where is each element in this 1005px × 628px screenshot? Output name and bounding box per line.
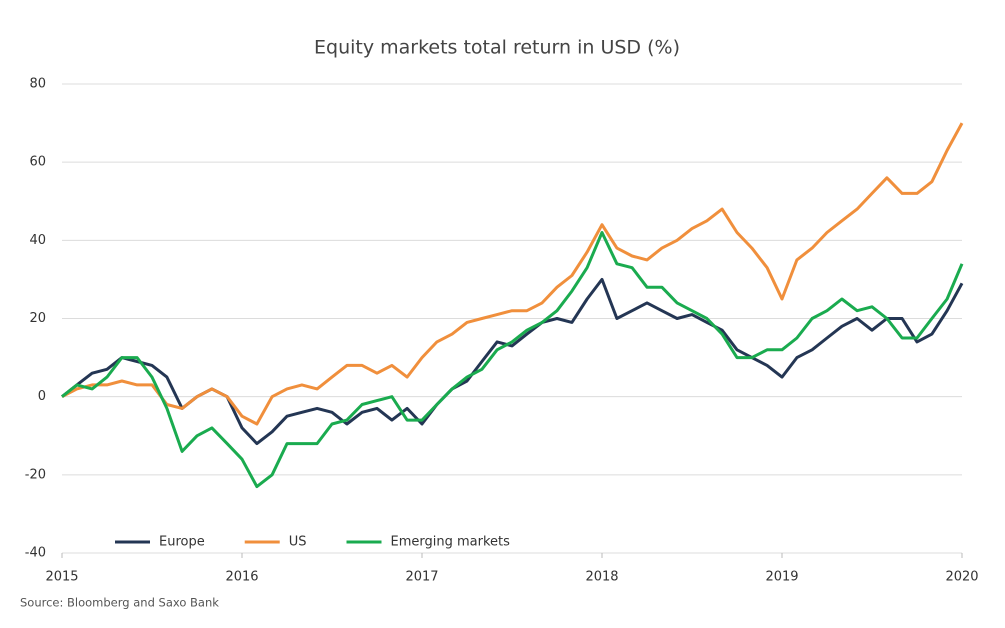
- series-line: [61, 277, 964, 446]
- y-tick-label: 60: [29, 155, 46, 170]
- legend-label: Europe: [159, 535, 205, 550]
- y-tick-label: 0: [38, 389, 46, 404]
- x-tick-label: 2019: [765, 570, 798, 585]
- x-tick-label: 2015: [45, 570, 78, 585]
- series-line: [61, 122, 964, 426]
- x-tick-label: 2016: [225, 570, 258, 585]
- legend-label: Emerging markets: [391, 535, 511, 550]
- series-line: [61, 231, 964, 489]
- x-tick-label: 2020: [945, 570, 978, 585]
- source-note: Source: Bloomberg and Saxo Bank: [20, 596, 219, 610]
- y-tick-label: 20: [29, 311, 46, 326]
- chart-title: Equity markets total return in USD (%): [314, 37, 680, 59]
- x-tick-label: 2018: [585, 570, 618, 585]
- x-tick-label: 2017: [405, 570, 438, 585]
- y-tick-label: 80: [29, 77, 46, 92]
- y-tick-label: 40: [29, 233, 46, 248]
- legend-label: US: [289, 535, 307, 550]
- y-tick-label: -20: [25, 467, 46, 482]
- y-tick-label: -40: [25, 546, 46, 561]
